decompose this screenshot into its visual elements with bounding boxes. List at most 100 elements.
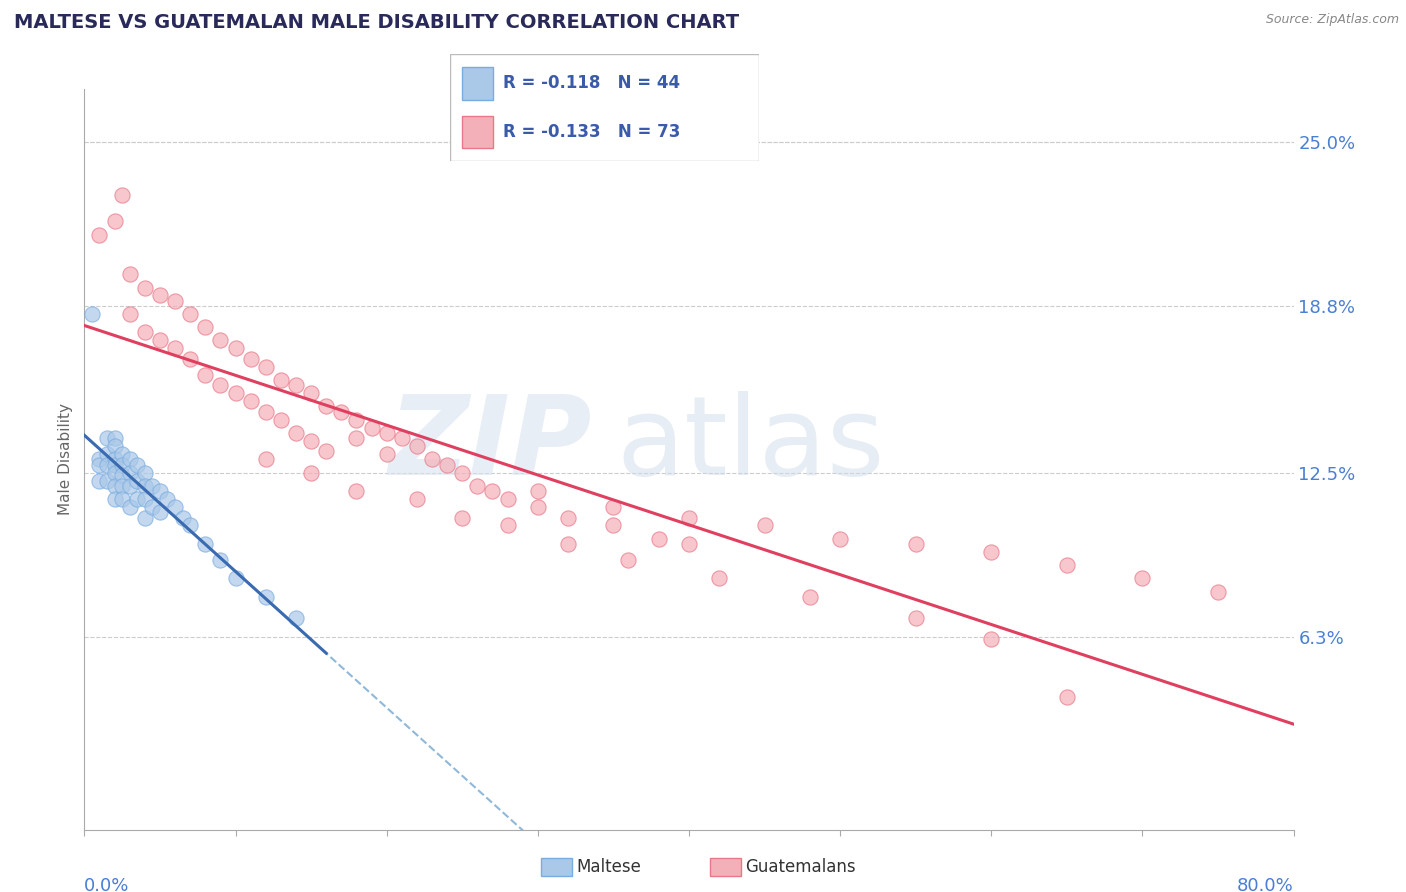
Point <box>194 320 217 334</box>
Point <box>118 307 141 321</box>
Point <box>149 484 172 499</box>
Point <box>104 479 127 493</box>
Point <box>89 227 111 242</box>
Point <box>156 491 179 506</box>
Point <box>436 458 458 472</box>
Text: 80.0%: 80.0% <box>1237 877 1294 892</box>
Point <box>406 439 429 453</box>
Point <box>172 510 194 524</box>
Point <box>709 571 731 585</box>
Point <box>648 532 671 546</box>
Point <box>360 420 382 434</box>
Point <box>980 632 1002 647</box>
Point <box>602 518 624 533</box>
Text: Guatemalans: Guatemalans <box>745 858 856 876</box>
Point <box>179 307 201 321</box>
Point <box>346 413 368 427</box>
Point <box>451 510 474 524</box>
Point <box>1206 584 1229 599</box>
Point <box>89 474 111 488</box>
Point <box>149 334 172 348</box>
Point <box>451 466 474 480</box>
Point <box>209 378 232 392</box>
Point <box>299 434 322 448</box>
Point <box>134 326 156 340</box>
Point <box>96 474 118 488</box>
Point <box>134 510 156 524</box>
Point <box>141 479 163 493</box>
Point <box>104 458 127 472</box>
Point <box>678 510 700 524</box>
Point <box>209 334 232 348</box>
FancyBboxPatch shape <box>450 54 759 161</box>
Point <box>904 537 927 551</box>
Point <box>104 452 127 467</box>
Point <box>118 500 141 514</box>
Point <box>467 479 489 493</box>
Point <box>527 500 550 514</box>
Point <box>1130 571 1153 585</box>
Point <box>134 491 156 506</box>
Text: R = -0.118   N = 44: R = -0.118 N = 44 <box>502 75 679 93</box>
Point <box>799 590 821 604</box>
Y-axis label: Male Disability: Male Disability <box>58 403 73 516</box>
Point <box>104 466 127 480</box>
Text: atlas: atlas <box>616 391 884 498</box>
Text: 0.0%: 0.0% <box>84 877 129 892</box>
Point <box>1056 558 1078 573</box>
Point <box>118 466 141 480</box>
Point <box>111 447 134 461</box>
Point <box>285 611 308 625</box>
Point <box>179 518 201 533</box>
Point <box>118 452 141 467</box>
Point <box>96 458 118 472</box>
Point <box>111 491 134 506</box>
Point <box>149 505 172 519</box>
Point <box>754 518 776 533</box>
Point <box>1056 690 1078 705</box>
Point <box>111 479 134 493</box>
Text: Source: ZipAtlas.com: Source: ZipAtlas.com <box>1265 13 1399 27</box>
Point <box>225 342 247 356</box>
Point <box>165 342 187 356</box>
Text: ZIP: ZIP <box>388 391 592 498</box>
Text: MALTESE VS GUATEMALAN MALE DISABILITY CORRELATION CHART: MALTESE VS GUATEMALAN MALE DISABILITY CO… <box>14 13 740 32</box>
Point <box>254 359 277 374</box>
Point <box>830 532 852 546</box>
Point <box>134 280 156 294</box>
Point <box>602 500 624 514</box>
Point <box>285 425 308 440</box>
Point <box>904 611 927 625</box>
Point <box>111 458 134 472</box>
Point <box>481 484 503 499</box>
Point <box>89 458 111 472</box>
Point <box>127 458 149 472</box>
Point <box>149 288 172 302</box>
Point <box>209 553 232 567</box>
Point <box>89 452 111 467</box>
Point <box>96 447 118 461</box>
Point <box>254 405 277 419</box>
Point <box>225 571 247 585</box>
Point <box>239 351 262 366</box>
Point <box>527 484 550 499</box>
Point <box>330 405 353 419</box>
Point <box>496 518 519 533</box>
Point <box>254 452 277 467</box>
Point <box>617 553 640 567</box>
Point <box>678 537 700 551</box>
Point <box>346 484 368 499</box>
Point <box>194 537 217 551</box>
Point <box>315 444 337 458</box>
Point <box>134 466 156 480</box>
Point <box>111 468 134 483</box>
Point <box>194 368 217 382</box>
Point <box>375 425 398 440</box>
Point <box>299 466 322 480</box>
Point <box>557 510 579 524</box>
Point <box>118 268 141 282</box>
Point <box>980 545 1002 559</box>
Point <box>118 479 141 493</box>
Point <box>420 452 443 467</box>
Point <box>299 386 322 401</box>
